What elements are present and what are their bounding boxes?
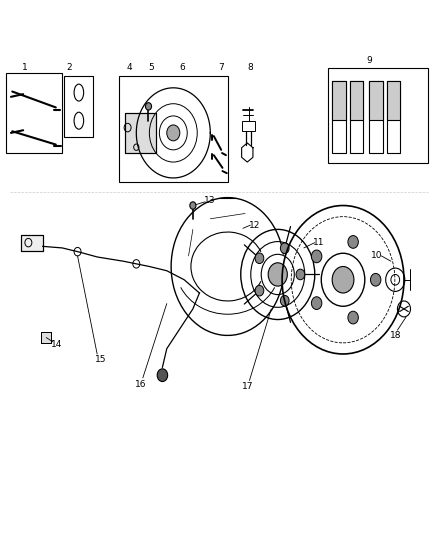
- Text: 7: 7: [218, 63, 224, 71]
- Bar: [350, 81, 364, 120]
- Text: 5: 5: [148, 63, 155, 71]
- Circle shape: [157, 369, 168, 382]
- Text: 16: 16: [135, 379, 146, 389]
- Bar: [21, 235, 43, 251]
- Bar: [350, 81, 364, 120]
- Text: 10: 10: [371, 252, 382, 261]
- Bar: [369, 81, 383, 120]
- Circle shape: [311, 297, 322, 310]
- Bar: [369, 81, 383, 120]
- Bar: [387, 81, 400, 120]
- Circle shape: [348, 236, 358, 248]
- Text: 12: 12: [249, 221, 261, 230]
- Circle shape: [268, 263, 287, 286]
- Circle shape: [332, 266, 354, 293]
- Circle shape: [255, 285, 264, 296]
- Bar: [125, 113, 156, 152]
- Bar: [6, 73, 62, 152]
- Bar: [328, 68, 428, 163]
- Bar: [125, 113, 156, 152]
- Circle shape: [190, 202, 196, 209]
- Bar: [369, 81, 383, 152]
- Bar: [119, 76, 228, 182]
- Bar: [387, 81, 400, 152]
- Text: 2: 2: [67, 63, 72, 71]
- Bar: [350, 81, 364, 152]
- Text: 6: 6: [179, 63, 185, 71]
- Text: 17: 17: [242, 382, 254, 391]
- Bar: [64, 76, 93, 136]
- Circle shape: [311, 250, 322, 263]
- Text: 8: 8: [247, 63, 253, 71]
- Text: 18: 18: [389, 331, 401, 340]
- Circle shape: [145, 103, 152, 110]
- Text: 14: 14: [51, 340, 63, 349]
- Text: 1: 1: [22, 63, 28, 71]
- Bar: [332, 81, 346, 120]
- Text: 9: 9: [366, 56, 372, 65]
- Bar: [21, 235, 43, 251]
- Text: 4: 4: [127, 63, 133, 71]
- Bar: [332, 81, 346, 152]
- Bar: [387, 81, 400, 120]
- Circle shape: [280, 243, 289, 254]
- Circle shape: [371, 273, 381, 286]
- Circle shape: [280, 295, 289, 306]
- Text: 13: 13: [204, 196, 215, 205]
- Bar: [242, 120, 255, 131]
- Circle shape: [296, 269, 305, 280]
- Bar: [332, 81, 346, 120]
- Bar: [41, 332, 51, 343]
- Circle shape: [167, 125, 180, 141]
- Circle shape: [348, 311, 358, 324]
- Circle shape: [255, 253, 264, 263]
- Bar: [41, 332, 51, 343]
- Text: 15: 15: [95, 355, 106, 364]
- Text: 11: 11: [313, 238, 325, 247]
